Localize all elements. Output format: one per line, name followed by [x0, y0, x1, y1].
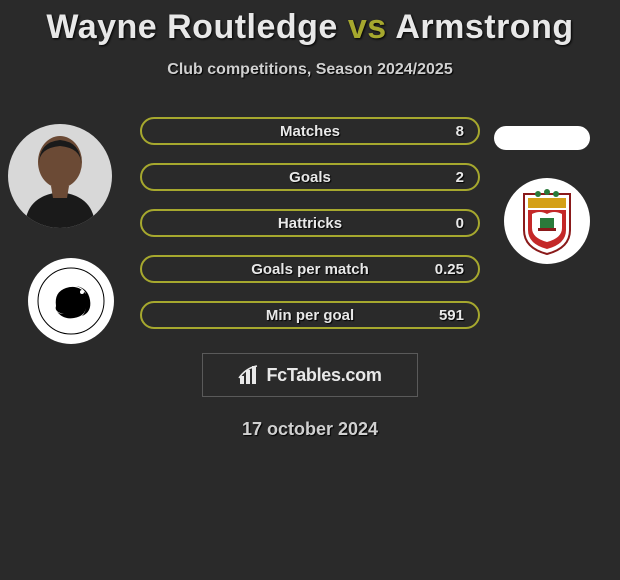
stat-right-value: 8 — [456, 123, 464, 140]
stat-right-value: 0 — [456, 215, 464, 232]
stat-label: Min per goal — [266, 307, 354, 324]
stat-row: Goals per match 0.25 — [140, 255, 480, 283]
bar-chart-icon — [238, 364, 260, 386]
stat-label: Hattricks — [278, 215, 342, 232]
stat-row: Matches 8 — [140, 117, 480, 145]
stat-right-value: 0.25 — [435, 261, 464, 278]
stat-row: Min per goal 591 — [140, 301, 480, 329]
stat-right-value: 2 — [456, 169, 464, 186]
player1-club-logo — [28, 258, 114, 344]
fctables-logo: FcTables.com — [202, 353, 418, 397]
stat-label: Goals — [289, 169, 331, 186]
stat-label: Matches — [280, 123, 340, 140]
stat-row: Hattricks 0 — [140, 209, 480, 237]
bristol-city-logo-icon — [518, 186, 576, 256]
stat-label: Goals per match — [251, 261, 369, 278]
swansea-logo-icon — [36, 266, 106, 336]
person-silhouette-icon — [15, 128, 105, 228]
stat-right-value: 591 — [439, 307, 464, 324]
snapshot-date: 17 october 2024 — [0, 419, 620, 440]
comparison-title: Wayne Routledge vs Armstrong — [0, 0, 620, 47]
stat-row: Goals 2 — [140, 163, 480, 191]
vs-label: vs — [348, 8, 387, 46]
player1-name: Wayne Routledge — [46, 8, 338, 46]
competition-subtitle: Club competitions, Season 2024/2025 — [0, 61, 620, 79]
player2-avatar — [494, 126, 590, 150]
player2-club-logo — [504, 178, 590, 264]
fctables-text: FcTables.com — [266, 365, 381, 386]
player1-avatar — [8, 124, 112, 228]
player2-name: Armstrong — [395, 8, 573, 46]
